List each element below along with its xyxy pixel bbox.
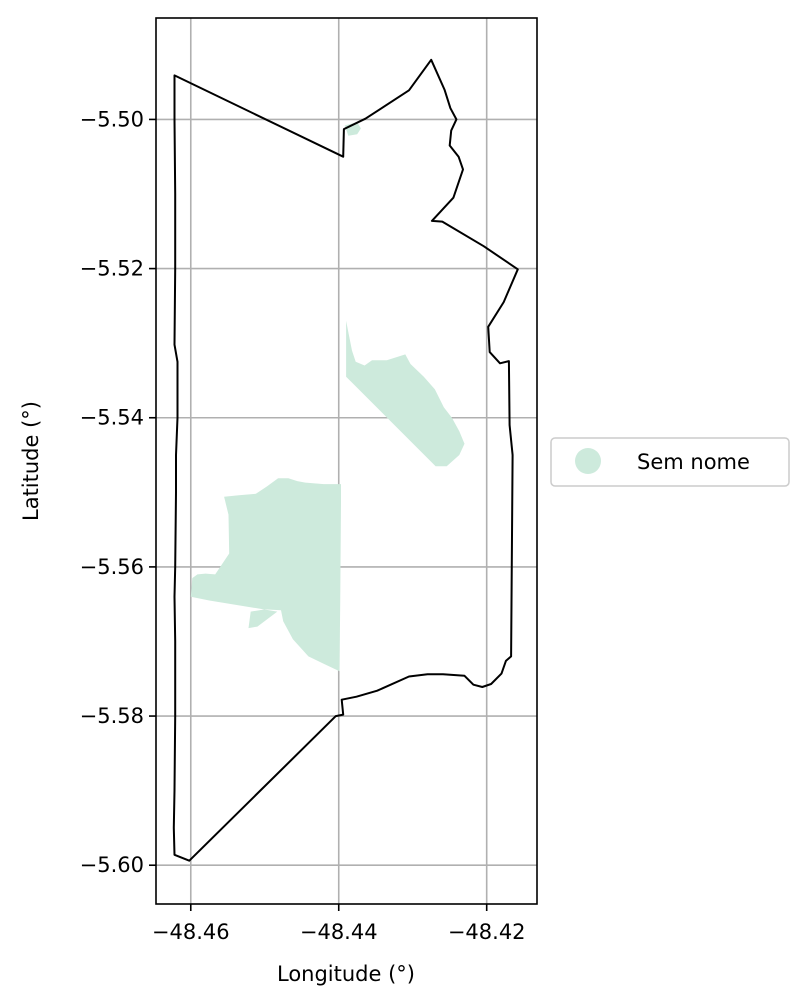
region-sem-nome-1 xyxy=(346,320,465,467)
x-tick-label: −48.46 xyxy=(152,920,230,944)
x-tick-label: −48.44 xyxy=(300,920,378,944)
y-tick-label: −5.56 xyxy=(80,555,144,579)
axes-frame xyxy=(155,17,538,905)
grid-lines xyxy=(156,18,537,904)
y-tick-label: −5.54 xyxy=(80,406,144,430)
x-tick-label: −48.42 xyxy=(448,920,526,944)
legend-swatch-sem-nome xyxy=(575,448,601,474)
legend-box xyxy=(550,437,790,487)
x-axis-ticks: −48.46 −48.44 −48.42 xyxy=(152,904,526,944)
x-axis-label: Longitude (°) xyxy=(277,962,415,986)
y-axis-ticks: −5.60 −5.58 −5.56 −5.54 −5.52 −5.50 xyxy=(80,107,156,877)
region-sem-nome-0 xyxy=(190,478,341,672)
y-tick-label: −5.50 xyxy=(80,107,144,131)
y-tick-label: −5.58 xyxy=(80,704,144,728)
boundary-layer xyxy=(172,58,519,862)
legend: Sem nome xyxy=(550,437,790,487)
legend-label-sem-nome: Sem nome xyxy=(637,450,750,474)
y-tick-label: −5.60 xyxy=(80,853,144,877)
municipality-boundary xyxy=(172,58,519,862)
regions-layer xyxy=(190,122,465,672)
y-tick-label: −5.52 xyxy=(80,257,144,281)
y-axis-label: Latitude (°) xyxy=(19,401,43,521)
